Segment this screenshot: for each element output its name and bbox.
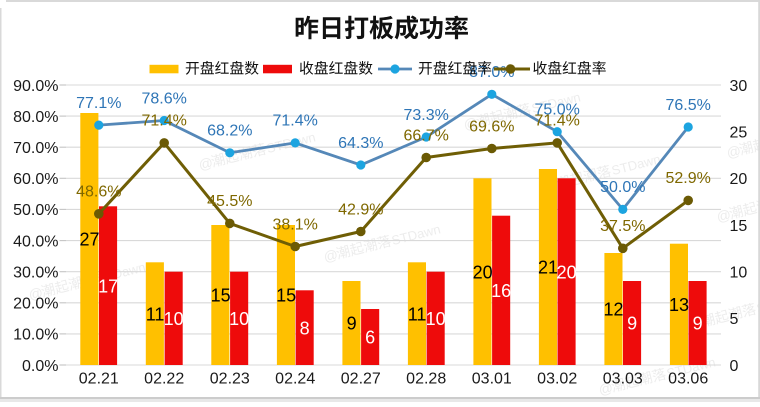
svg-text:0.0%: 0.0%: [22, 358, 58, 375]
svg-text:9: 9: [693, 314, 703, 334]
svg-text:5: 5: [730, 311, 739, 328]
svg-text:17: 17: [98, 276, 118, 296]
svg-text:73.3%: 73.3%: [404, 107, 449, 124]
svg-text:64.3%: 64.3%: [338, 135, 383, 152]
svg-text:20: 20: [557, 262, 577, 282]
svg-text:15: 15: [211, 286, 231, 306]
svg-text:42.9%: 42.9%: [338, 201, 383, 218]
svg-text:71.4%: 71.4%: [535, 113, 580, 130]
svg-text:71.4%: 71.4%: [142, 113, 187, 130]
svg-text:70.0%: 70.0%: [13, 140, 58, 157]
svg-text:16: 16: [491, 281, 511, 301]
svg-text:10: 10: [426, 309, 446, 329]
svg-text:77.1%: 77.1%: [76, 95, 121, 112]
svg-text:25: 25: [730, 125, 748, 142]
svg-text:10: 10: [229, 309, 249, 329]
svg-text:20.0%: 20.0%: [13, 296, 58, 313]
svg-text:@: @: [27, 284, 45, 303]
svg-text:9: 9: [347, 314, 357, 334]
svg-text:40.0%: 40.0%: [13, 233, 58, 250]
svg-text:50.0%: 50.0%: [600, 179, 645, 196]
svg-text:@: @: [197, 154, 215, 173]
svg-text:8: 8: [300, 318, 310, 338]
svg-text:13: 13: [669, 295, 689, 315]
svg-text:48.6%: 48.6%: [76, 184, 121, 201]
svg-text:71.4%: 71.4%: [273, 113, 318, 130]
svg-text:30.0%: 30.0%: [13, 265, 58, 282]
svg-text:@: @: [597, 379, 615, 398]
svg-text:02.22: 02.22: [144, 371, 184, 388]
svg-text:02.23: 02.23: [210, 371, 250, 388]
svg-text:27: 27: [79, 230, 99, 250]
svg-text:76.5%: 76.5%: [666, 97, 711, 114]
svg-text:02.28: 02.28: [406, 371, 446, 388]
svg-text:@: @: [462, 114, 480, 133]
svg-text:52.9%: 52.9%: [666, 170, 711, 187]
svg-text:@: @: [322, 246, 340, 265]
svg-text:80.0%: 80.0%: [13, 109, 58, 126]
svg-text:30: 30: [730, 78, 748, 95]
svg-text:6: 6: [365, 328, 375, 348]
svg-text:02.24: 02.24: [275, 371, 315, 388]
svg-text:10.0%: 10.0%: [13, 327, 58, 344]
svg-text:03.01: 03.01: [472, 371, 512, 388]
svg-text:66.7%: 66.7%: [404, 127, 449, 144]
svg-text:03.03: 03.03: [603, 371, 643, 388]
svg-text:@: @: [715, 206, 733, 225]
svg-text:50.0%: 50.0%: [13, 202, 58, 219]
svg-text:10: 10: [164, 309, 184, 329]
svg-text:@: @: [725, 142, 743, 161]
svg-text:02.27: 02.27: [341, 371, 381, 388]
svg-text:20: 20: [730, 171, 748, 188]
svg-text:11: 11: [146, 304, 165, 324]
svg-text:0: 0: [730, 358, 739, 375]
svg-text:9: 9: [627, 314, 637, 334]
svg-text:20: 20: [473, 262, 493, 282]
svg-text:03.06: 03.06: [668, 371, 708, 388]
svg-text:90.0%: 90.0%: [13, 78, 58, 95]
svg-text:15: 15: [730, 218, 748, 235]
svg-text:21: 21: [538, 258, 558, 278]
svg-text:15: 15: [276, 286, 296, 306]
svg-text:68.2%: 68.2%: [207, 123, 252, 140]
svg-text:12: 12: [603, 300, 623, 320]
svg-text:02.21: 02.21: [79, 371, 119, 388]
svg-text:45.5%: 45.5%: [207, 193, 252, 210]
svg-text:11: 11: [408, 304, 427, 324]
svg-text:78.6%: 78.6%: [142, 90, 187, 107]
svg-text:10: 10: [730, 265, 748, 282]
svg-text:37.5%: 37.5%: [600, 218, 645, 235]
svg-text:69.6%: 69.6%: [469, 118, 514, 135]
svg-text:03.02: 03.02: [537, 371, 577, 388]
svg-text:75.0%: 75.0%: [535, 102, 580, 119]
svg-text:60.0%: 60.0%: [13, 171, 58, 188]
svg-text:38.1%: 38.1%: [273, 216, 318, 233]
svg-text:STDawn: STDawn: [755, 289, 760, 316]
